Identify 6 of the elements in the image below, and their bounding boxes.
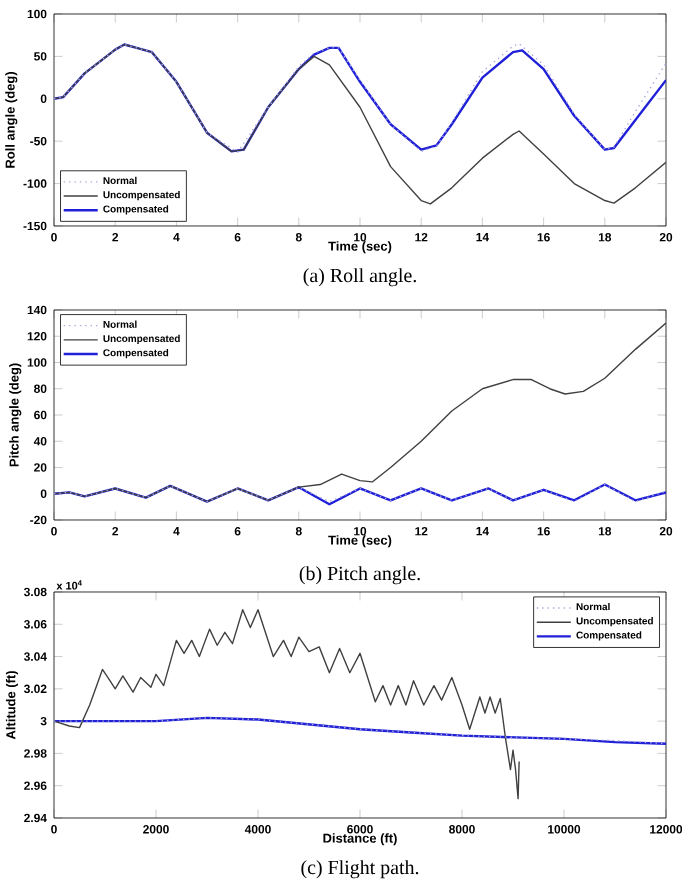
line-series xyxy=(54,609,520,800)
text: (b) Pitch angle. xyxy=(299,566,420,585)
line-series xyxy=(54,43,667,205)
text: (a) Roll angle. xyxy=(303,268,416,287)
line-series xyxy=(54,322,667,503)
text: (c) Flight path. xyxy=(301,860,419,879)
